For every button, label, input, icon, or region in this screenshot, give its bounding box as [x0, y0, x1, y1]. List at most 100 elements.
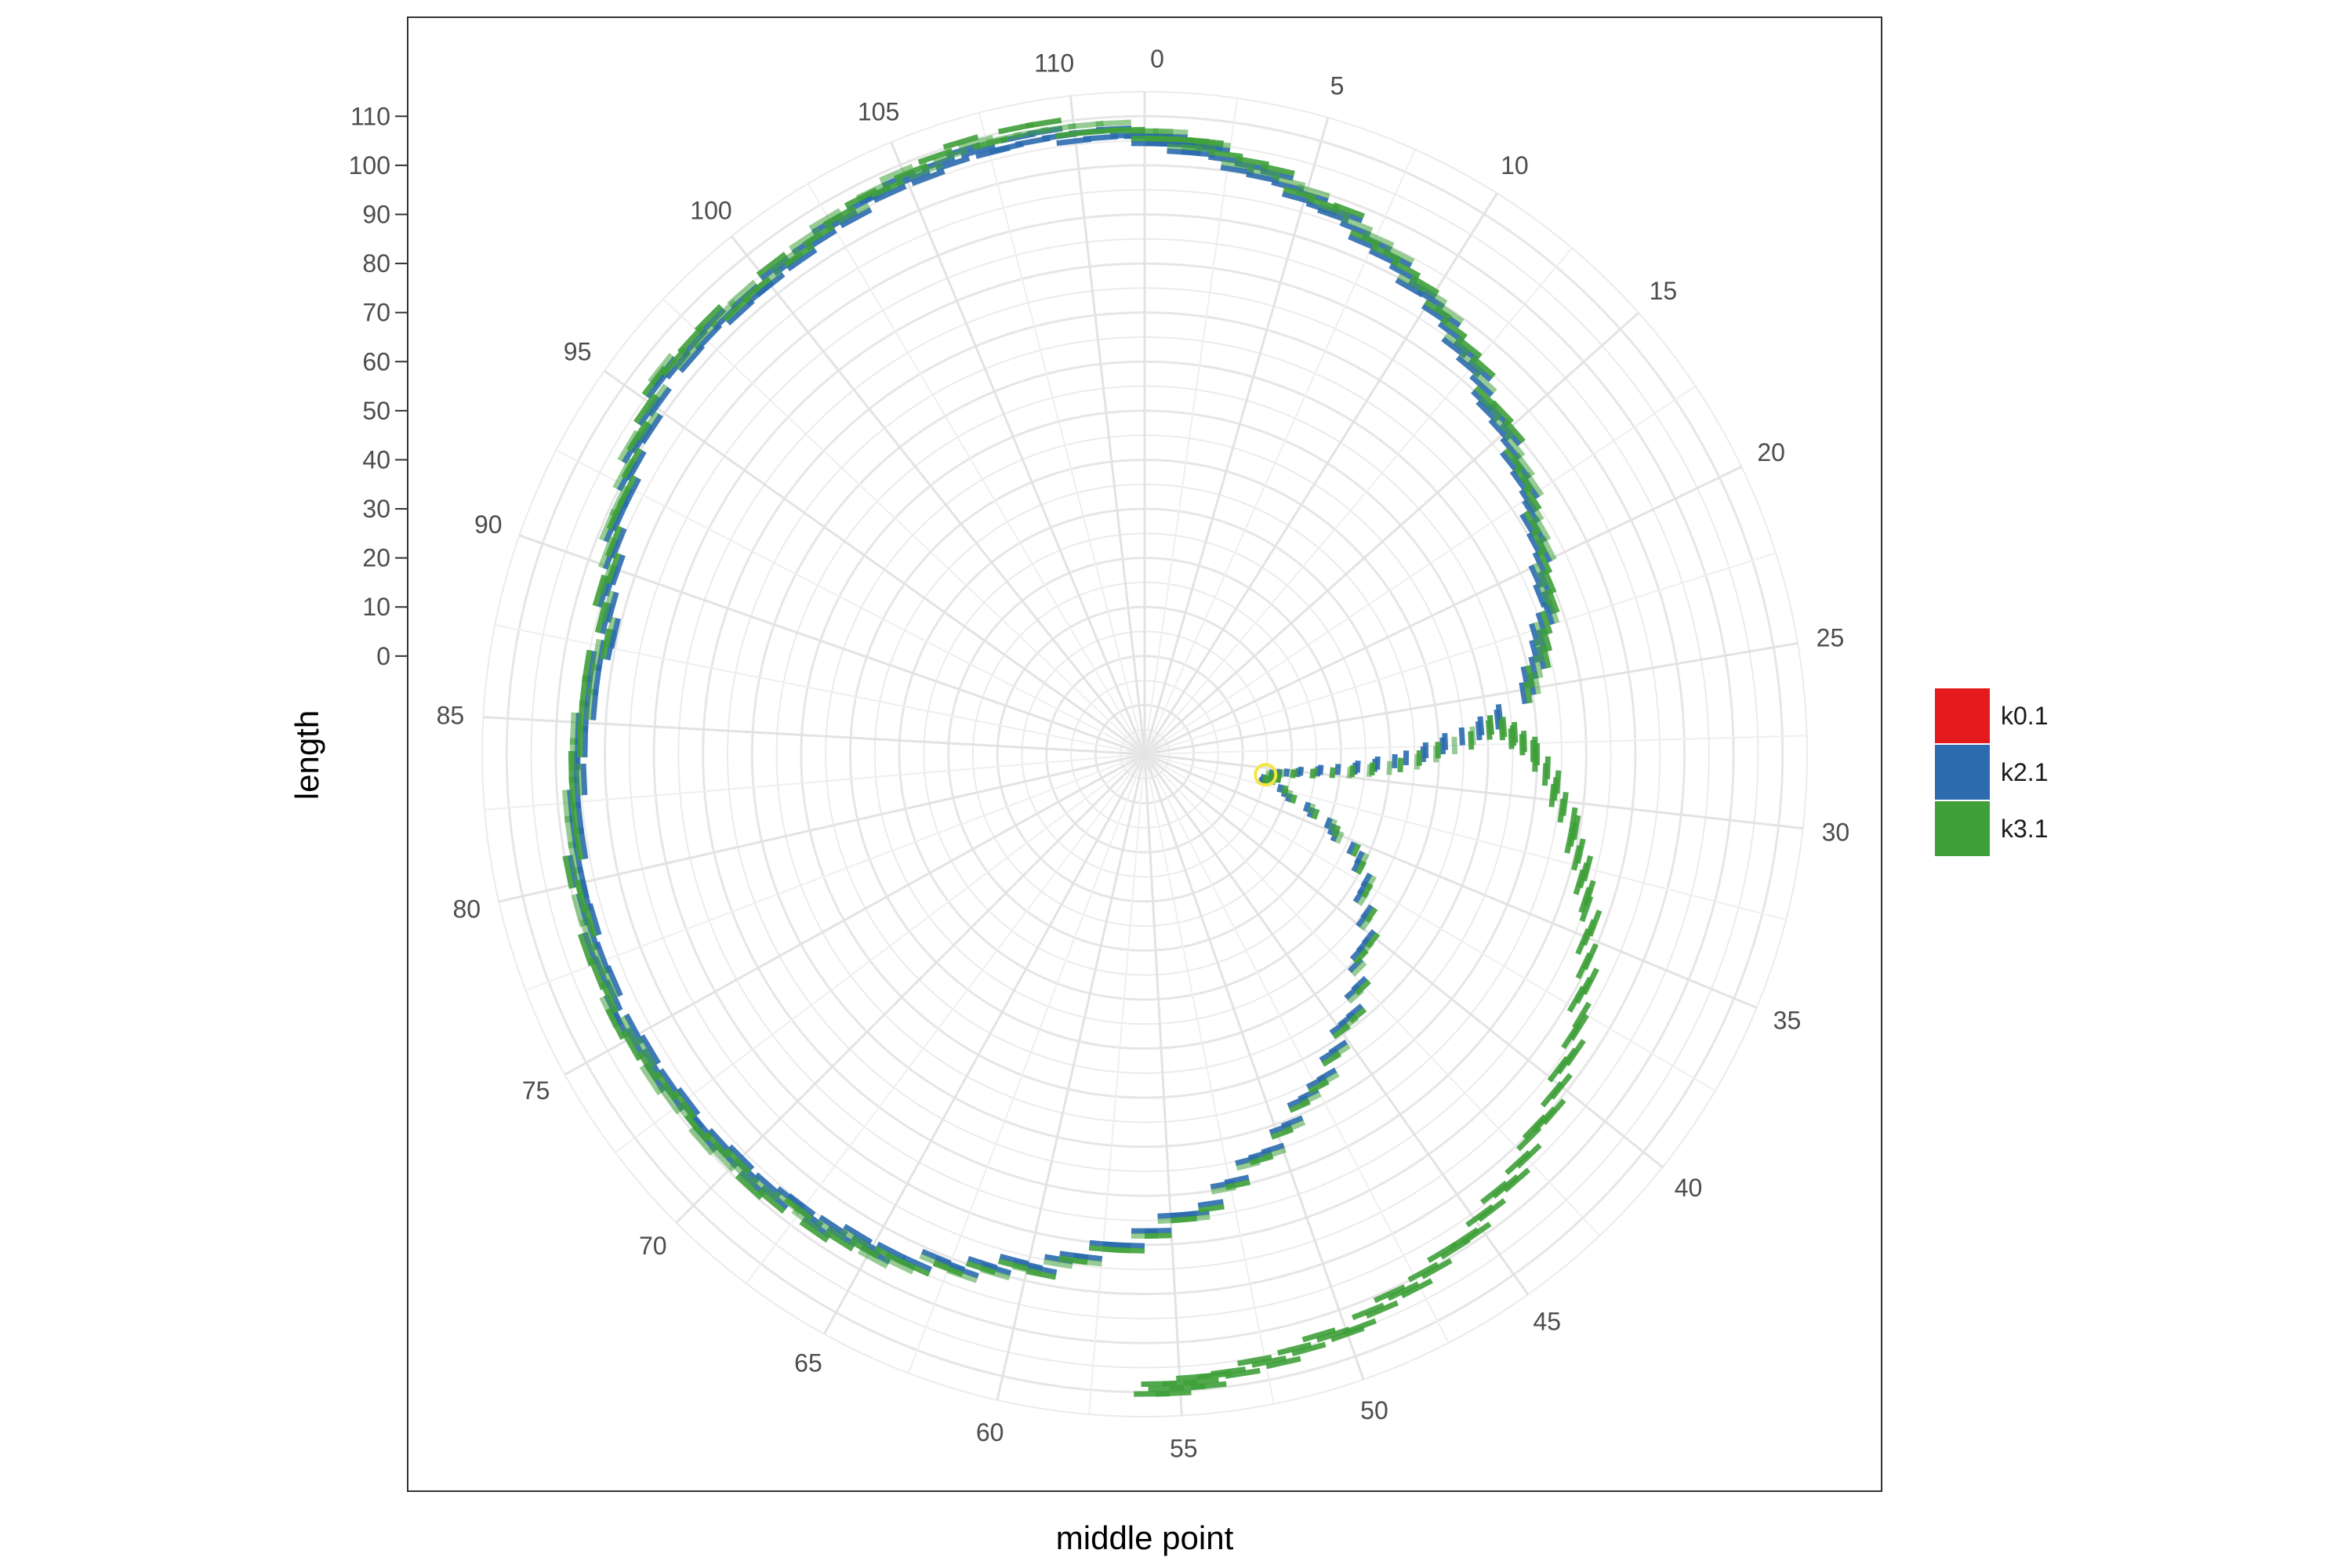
grid-spoke	[1144, 247, 1573, 755]
series-tile	[1197, 1199, 1224, 1209]
series-tile	[1387, 1281, 1420, 1301]
series-tile	[1571, 845, 1583, 871]
series-tile	[1540, 535, 1557, 561]
grid-spoke	[1143, 192, 1498, 755]
legend-label: k3.1	[2001, 815, 2048, 843]
grid-spoke	[615, 753, 1145, 1153]
series-tile	[1458, 727, 1465, 746]
series-tile	[1575, 927, 1592, 956]
series-tile	[1523, 681, 1533, 704]
series-tile	[590, 638, 602, 671]
radius-tick-label: 20	[362, 544, 390, 572]
grid-spoke	[890, 141, 1146, 755]
series-tile	[1443, 332, 1471, 355]
y-axis-title: length	[289, 710, 325, 800]
series-tile	[617, 474, 637, 506]
series-tile	[1307, 803, 1316, 815]
series-tile	[704, 1131, 731, 1160]
series-tile	[1451, 736, 1458, 755]
angle-tick-label: 35	[1773, 1006, 1802, 1034]
series-tile	[920, 1248, 952, 1266]
series-tile	[729, 1160, 757, 1188]
series-tile	[1157, 1212, 1184, 1219]
series-tile	[1386, 760, 1393, 775]
series-tile	[755, 272, 786, 298]
series-tile	[957, 135, 994, 150]
series-tile	[1534, 621, 1546, 645]
series-tile	[672, 1090, 697, 1120]
grid-spoke	[746, 753, 1145, 1284]
grid-spoke	[518, 534, 1145, 756]
series-tile	[1148, 1385, 1185, 1392]
series-tile	[1302, 801, 1312, 813]
angle-tick-label: 30	[1822, 818, 1850, 846]
series-tile	[873, 183, 907, 203]
series-tile	[605, 525, 622, 557]
series-tile	[610, 554, 626, 586]
angle-tick-label: 15	[1650, 277, 1678, 305]
series-tile	[1210, 1185, 1236, 1195]
series-tile	[609, 527, 627, 559]
series-tile	[1470, 354, 1497, 379]
series-tile	[1058, 1255, 1088, 1265]
series-tile	[1370, 243, 1402, 263]
series-tile	[636, 410, 659, 442]
series-tile	[641, 365, 667, 397]
grid-spoke	[675, 753, 1146, 1224]
angle-tick-label: 25	[1817, 623, 1845, 652]
grid-spoke	[498, 753, 1145, 903]
series-tile	[1332, 201, 1365, 220]
series-tile	[960, 143, 996, 158]
series-tile	[1525, 665, 1536, 688]
series-tile	[839, 207, 873, 229]
series-tile	[756, 252, 787, 278]
series-tile	[1365, 1300, 1399, 1319]
angle-tick-label: 90	[474, 510, 503, 539]
series-tile	[879, 163, 914, 183]
radius-tick-label: 70	[362, 299, 390, 327]
series-tile	[582, 649, 593, 682]
series-tile	[917, 147, 953, 165]
series-tile	[1541, 568, 1557, 594]
grid-spoke	[1087, 753, 1145, 1415]
series-tile	[1557, 798, 1566, 823]
series-tile	[1526, 496, 1544, 521]
series-tile	[1400, 1278, 1433, 1299]
series-tile	[783, 243, 815, 268]
grid-spoke	[1144, 149, 1417, 755]
legend: k0.1 k2.1 k3.1	[1935, 688, 2048, 856]
series-tile	[1308, 1079, 1330, 1094]
series-tile	[1323, 817, 1334, 829]
series-tile	[1514, 452, 1536, 477]
series-tile	[1276, 1341, 1312, 1356]
series-tile	[1541, 763, 1549, 786]
series-tile	[1541, 601, 1555, 626]
series-tile	[1175, 1373, 1212, 1381]
legend-label: k2.1	[2001, 758, 2048, 786]
angle-tick-labels: 0 5 10 15 20 25 30 35 40 45 50 55 60 65 70 75 80 85 90 95 10…	[437, 45, 1850, 1463]
series-tile	[1504, 1149, 1532, 1175]
series-tile	[1397, 757, 1404, 773]
series-tile	[575, 763, 583, 796]
series-tile	[1134, 1391, 1171, 1397]
angle-tick-label: 5	[1330, 72, 1345, 100]
series-tile	[1270, 1127, 1294, 1140]
series-tile	[608, 485, 629, 517]
angle-tick-label: 70	[639, 1232, 667, 1260]
series-tile	[676, 1103, 701, 1133]
series-tile	[773, 1189, 802, 1214]
series-tile	[1566, 985, 1586, 1013]
series-tile	[735, 1174, 764, 1200]
series-tile	[1351, 960, 1367, 977]
series-tile	[1275, 775, 1282, 783]
grid-spoke	[662, 298, 1145, 755]
series-tile	[724, 1147, 752, 1174]
grid-spoke	[555, 449, 1145, 755]
series-tile	[688, 1127, 715, 1156]
series-tile	[1321, 1051, 1342, 1067]
series-tile	[1346, 840, 1357, 855]
series-tile	[657, 1084, 681, 1115]
series-tile	[1541, 627, 1553, 652]
series-tile	[1523, 510, 1541, 535]
series-tile	[562, 855, 575, 889]
